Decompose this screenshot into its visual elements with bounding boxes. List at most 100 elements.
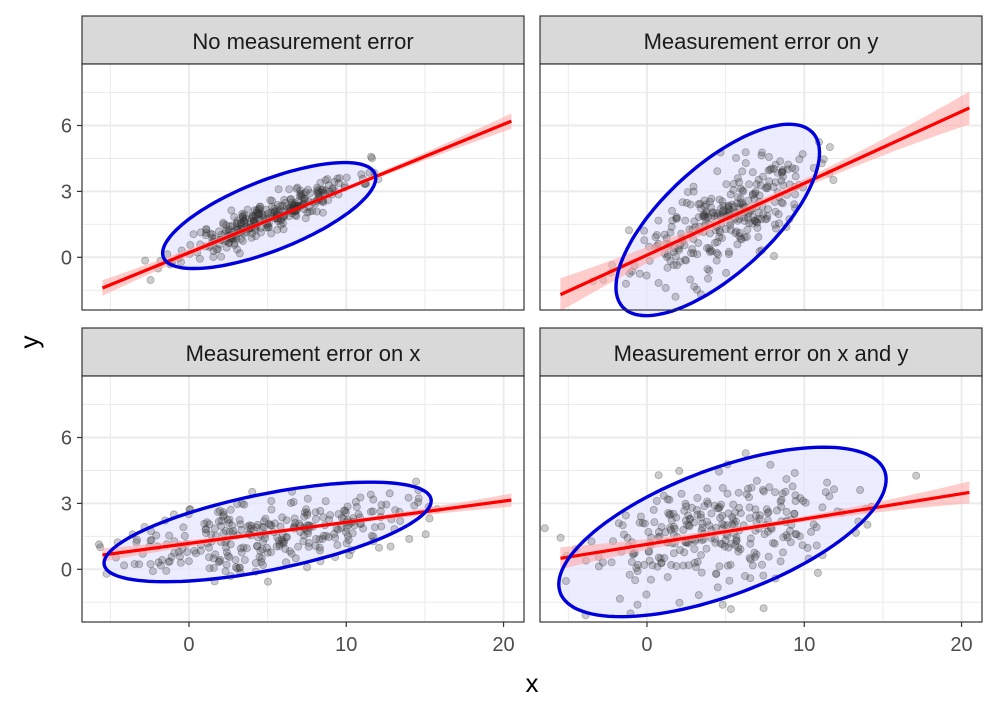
data-point — [132, 535, 141, 544]
data-point — [638, 519, 647, 528]
data-point — [282, 516, 291, 525]
data-point — [742, 232, 751, 241]
data-point — [809, 520, 818, 529]
data-point — [318, 208, 327, 217]
data-point — [237, 548, 246, 557]
data-point — [263, 577, 272, 586]
data-point — [798, 541, 807, 550]
data-point — [240, 218, 249, 227]
data-point — [718, 511, 727, 520]
data-point — [759, 487, 768, 496]
data-point — [295, 519, 304, 528]
data-point — [167, 552, 176, 561]
data-point — [341, 508, 350, 517]
data-point — [209, 252, 218, 261]
data-point — [313, 183, 322, 192]
data-point — [750, 548, 759, 557]
data-point — [710, 211, 719, 220]
data-point — [255, 210, 264, 219]
data-point — [729, 500, 738, 509]
data-point — [640, 226, 649, 235]
data-point — [698, 519, 707, 528]
data-point — [777, 168, 786, 177]
data-point — [300, 508, 309, 517]
data-point — [715, 195, 724, 204]
data-point — [231, 556, 240, 565]
data-point — [752, 511, 761, 520]
data-point — [759, 210, 768, 219]
data-point — [760, 530, 769, 539]
data-point — [713, 167, 722, 176]
data-point — [352, 502, 361, 511]
data-point — [366, 490, 375, 499]
data-point — [758, 560, 767, 569]
data-point — [705, 521, 714, 530]
data-point — [607, 558, 616, 567]
data-point — [344, 535, 353, 544]
data-point — [211, 550, 220, 559]
data-point — [342, 539, 351, 548]
data-point — [263, 548, 272, 557]
data-point — [748, 561, 757, 570]
data-point — [290, 514, 299, 523]
data-point — [788, 164, 797, 173]
data-point — [366, 507, 375, 516]
data-point — [311, 508, 320, 517]
data-point — [279, 219, 288, 228]
data-point — [254, 205, 263, 214]
data-point — [669, 260, 678, 269]
data-point — [282, 202, 291, 211]
data-point — [243, 205, 252, 214]
data-point — [779, 181, 788, 190]
data-point — [226, 540, 235, 549]
ellipse-outline — [102, 480, 433, 584]
data-point — [377, 522, 386, 531]
data-point — [701, 213, 710, 222]
data-point — [772, 224, 781, 233]
data-point — [303, 494, 312, 503]
data-point — [669, 522, 678, 531]
data-point — [724, 250, 733, 259]
data-point — [726, 221, 735, 230]
data-point — [686, 200, 695, 209]
data-point — [718, 540, 727, 549]
data-point — [774, 210, 783, 219]
data-point — [255, 202, 264, 211]
data-point — [312, 207, 321, 216]
data-point — [736, 545, 745, 554]
data-point — [778, 165, 787, 174]
data-point — [818, 503, 827, 512]
data-point — [700, 502, 709, 511]
data-point — [686, 515, 695, 524]
data-point — [640, 519, 649, 528]
data-point — [268, 202, 277, 211]
data-point — [723, 489, 732, 498]
data-point — [217, 252, 226, 261]
data-point — [267, 505, 276, 514]
data-point — [300, 512, 309, 521]
data-point — [676, 257, 685, 266]
data-point — [704, 274, 713, 283]
data-point — [374, 543, 383, 552]
data-point — [654, 216, 663, 225]
data-point — [790, 468, 799, 477]
data-point — [763, 184, 772, 193]
data-point — [219, 512, 228, 521]
data-point — [700, 211, 709, 220]
data-point — [783, 165, 792, 174]
data-point — [725, 576, 734, 585]
data-point — [147, 536, 156, 545]
data-point — [758, 148, 767, 157]
data-point — [707, 509, 716, 518]
data-point — [723, 561, 732, 570]
data-point — [678, 198, 687, 207]
data-point — [718, 520, 727, 529]
data-point — [257, 554, 266, 563]
data-point — [303, 510, 312, 519]
data-point — [779, 548, 788, 557]
facet-strip — [81, 327, 525, 377]
data-point — [755, 514, 764, 523]
data-point — [275, 540, 284, 549]
data-point — [202, 225, 211, 234]
data-point — [772, 506, 781, 515]
